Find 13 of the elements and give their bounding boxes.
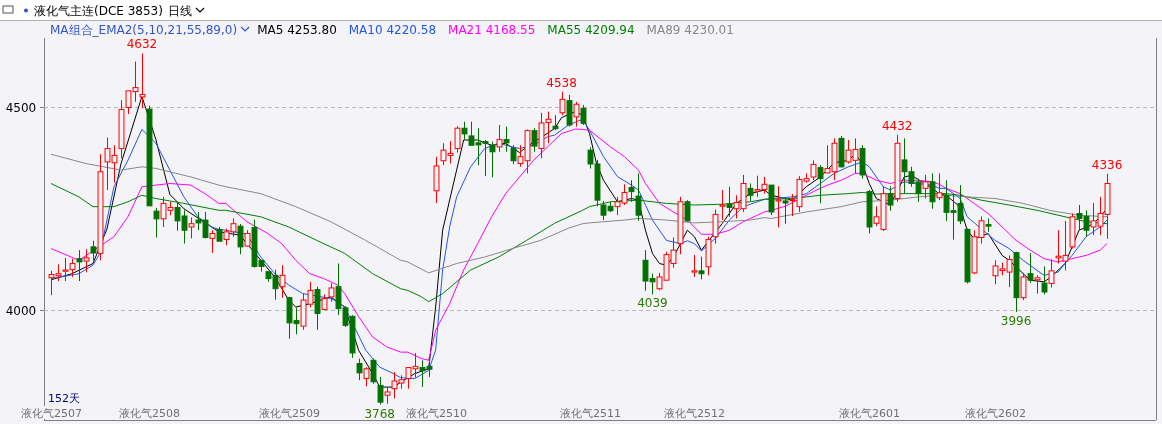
annotation: 4039: [637, 296, 668, 311]
legend-title: MA组合_EMA2(5,10,21,55,89,0): [50, 23, 238, 37]
annotation: 3996: [1000, 313, 1032, 328]
title: 液化气主连(DCE 3853): [34, 4, 163, 18]
annotation: 4336: [1091, 157, 1123, 172]
annotation: 4632: [126, 37, 158, 52]
annotation: 4538: [546, 75, 577, 90]
y-tick-label: 4500: [5, 100, 37, 115]
y-tick-label: 4000: [5, 303, 37, 318]
subtitle: 日线: [168, 4, 192, 18]
annotation: 4432: [881, 118, 913, 133]
annotation: 3768: [364, 406, 395, 421]
annotation: 152天: [48, 392, 80, 405]
